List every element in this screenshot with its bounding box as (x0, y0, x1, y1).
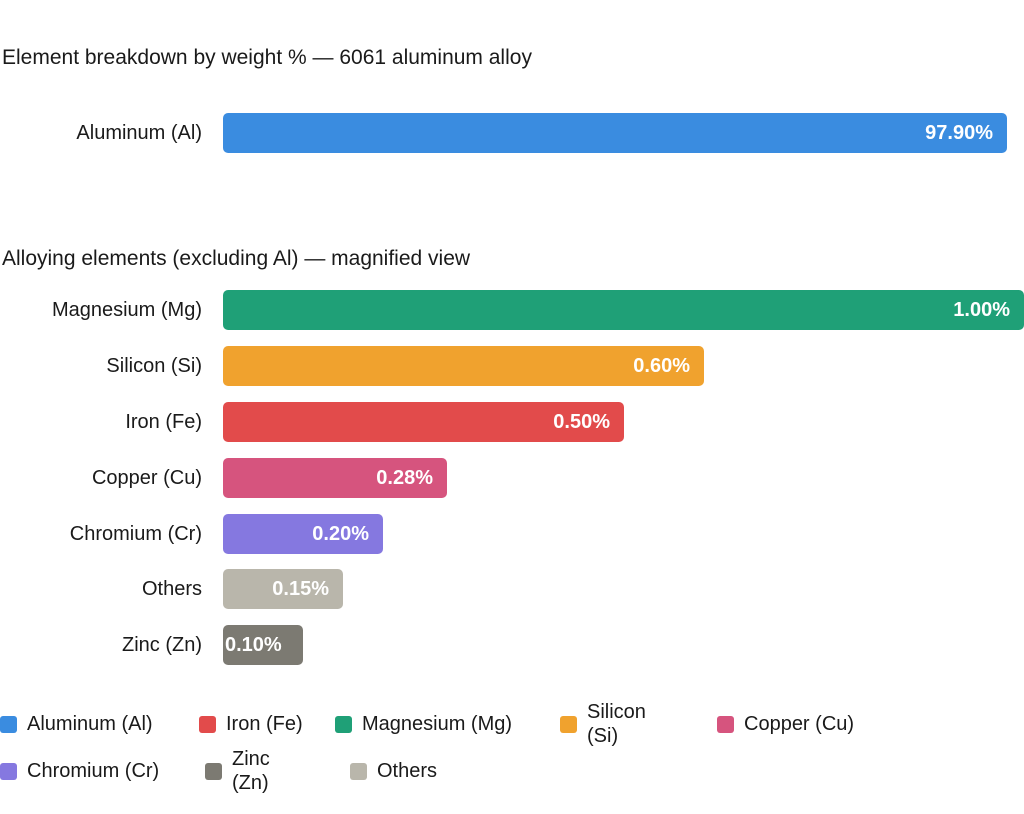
legend-label: Copper (Cu) (744, 713, 855, 735)
legend-label: Chromium (Cr) (27, 760, 160, 782)
legend-swatch (199, 715, 216, 733)
legend-item-aluminum-al[interactable]: Aluminum (Al) (0, 712, 153, 736)
category-label-copper-cu: Copper (Cu) (91, 467, 202, 489)
category-label-iron-fe: Iron (Fe) (125, 411, 202, 433)
legend-label: Zinc (Zn) (232, 748, 270, 794)
category-label-zinc-zn: Zinc (Zn) (122, 634, 202, 656)
legend-item-magnesium-mg[interactable]: Magnesium (Mg) (335, 712, 512, 736)
legend-swatch (560, 715, 577, 733)
chart-title-magnified: Alloying elements (excluding Al) — magni… (2, 247, 471, 270)
value-label-copper-cu: 0.28% (376, 467, 433, 489)
legend-swatch (717, 715, 734, 733)
value-label-magnesium-mg: 1.00% (953, 299, 1010, 321)
value-label-iron-fe: 0.50% (553, 411, 610, 433)
legend-swatch (335, 715, 352, 733)
chart-title-main: Element breakdown by weight % — 6061 alu… (2, 46, 532, 69)
legend-label: Others (377, 760, 438, 782)
category-label-silicon-si: Silicon (Si) (106, 355, 202, 377)
legend-swatch (205, 762, 222, 780)
category-label-aluminum-al: Aluminum (Al) (76, 122, 202, 144)
value-label-others: 0.15% (272, 578, 329, 600)
category-label-chromium-cr: Chromium (Cr) (69, 523, 202, 545)
legend-label: Aluminum (Al) (27, 713, 153, 735)
bar-zinc-zn (223, 625, 303, 665)
value-label-aluminum-al: 97.90% (925, 122, 993, 144)
legend-label: Silicon (Si) (587, 701, 646, 747)
bar-others (223, 569, 343, 609)
legend-swatch (0, 762, 17, 780)
value-label-silicon-si: 0.60% (633, 355, 690, 377)
bar-iron-fe (223, 402, 624, 442)
legend-item-silicon-si[interactable]: Silicon (Si) (560, 700, 663, 748)
chart-legend: Aluminum (Al) Iron (Fe) Magnesium (Mg) Sili… (0, 696, 1024, 806)
legend-item-iron-fe[interactable]: Iron (Fe) (199, 712, 303, 736)
legend-item-others[interactable]: Others (350, 759, 437, 783)
legend-label: Magnesium (Mg) (362, 713, 513, 735)
bar-aluminum-al (223, 113, 1007, 153)
legend-item-chromium-cr[interactable]: Chromium (Cr) (0, 759, 159, 783)
category-label-others: Others (141, 578, 202, 600)
value-label-chromium-cr: 0.20% (312, 523, 369, 545)
bar-magnesium-mg (223, 290, 1024, 330)
legend-item-copper-cu[interactable]: Copper (Cu) (717, 712, 854, 736)
bar-chromium-cr (223, 514, 383, 554)
legend-swatch (350, 762, 367, 780)
legend-label: Iron (Fe) (226, 713, 303, 735)
bar-silicon-si (223, 346, 704, 386)
legend-swatch (0, 715, 17, 733)
value-label-zinc-zn: 0.10% (225, 634, 282, 656)
legend-item-zinc-zn[interactable]: Zinc (Zn) (205, 747, 308, 795)
bar-copper-cu (223, 458, 447, 498)
category-label-magnesium-mg: Magnesium (Mg) (51, 299, 202, 321)
